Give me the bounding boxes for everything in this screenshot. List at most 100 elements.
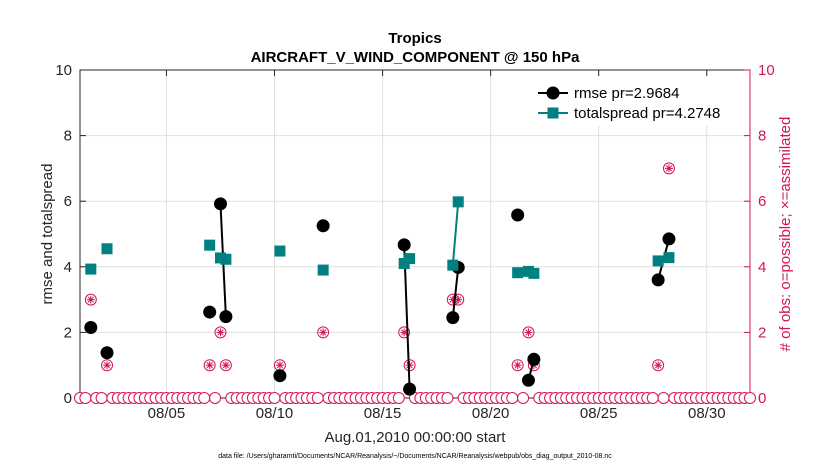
rmse-point [100,346,114,360]
y-tick-label: 2 [64,324,72,341]
obs-possible-circle [84,293,97,306]
legend-spread-label: totalspread pr=4.2748 [574,105,720,122]
obs-possible-circle [517,392,530,404]
obs-possible-circle [646,392,659,404]
obs-assimilated-cross [86,295,95,304]
rmse-point [446,311,460,325]
y-tick-label: 10 [55,62,72,79]
y2-axis-label: # of obs: o=possible; ×=assimilated [777,117,794,352]
legend-spread-marker [547,107,559,119]
obs-point [522,326,535,339]
obs-point [317,326,330,339]
y-axis-right: 0 2 4 6 8 10 [744,62,775,407]
obs-possible-circle [79,392,92,404]
totalspread-point [101,243,113,255]
totalspread-point [652,255,664,267]
obs-zero-point [268,392,281,404]
obs-point [273,359,286,372]
rmse-point [403,382,417,396]
obs-assimilated-cross [205,361,214,370]
totalspread-point [447,259,459,271]
rmse-series [84,197,676,396]
rmse-point [84,320,98,334]
legend-rmse-marker [546,86,560,100]
obs-possible-circle [219,359,232,372]
x-tick-label: 08/05 [148,405,186,422]
x-tick-label: 08/30 [688,405,726,422]
data-file-footnote: data file: /Users/gharamti/Documents/NCA… [218,453,612,460]
obs-point [398,326,411,339]
rmse-point [527,352,541,366]
y2-tick-label: 2 [758,324,766,341]
x-tick-label: 08/25 [580,405,618,422]
y2-tick-label: 10 [758,62,775,79]
obs-assimilated-cross [221,361,230,370]
obs-count-series [74,162,756,404]
totalspread-point [204,239,216,251]
obs-possible-circle [452,293,465,306]
obs-point [101,359,114,372]
obs-possible-circle [657,392,670,404]
obs-assimilated-cross [524,328,533,337]
obs-zero-point [506,392,519,404]
obs-possible-circle [662,162,675,175]
obs-zero-point [646,392,659,404]
obs-point [652,359,665,372]
obs-possible-circle [317,326,330,339]
rmse-point [397,238,411,252]
obs-assimilated-cross [513,361,522,370]
totalspread-point [512,267,524,279]
obs-possible-circle [522,326,535,339]
chart-subtitle: AIRCRAFT_V_WIND_COMPONENT @ 150 hPa [251,49,581,66]
rmse-point [213,197,227,211]
obs-zero-point [744,392,756,404]
obs-possible-circle [95,392,108,404]
obs-zero-point [95,392,108,404]
totalspread-point [528,267,540,279]
x-tick-label: 08/20 [472,405,510,422]
obs-possible-circle [198,392,211,404]
chart-title: Tropics [388,30,441,47]
obs-possible-circle [392,392,405,404]
x-axis-label: Aug.01,2010 00:00:00 start [325,429,507,446]
obs-assimilated-cross [400,328,409,337]
obs-zero-point [311,392,324,404]
y2-tick-label: 6 [758,193,766,210]
totalspread-point [317,264,329,276]
rmse-point [511,208,525,222]
legend-rmse-label: rmse pr=2.9684 [574,85,679,102]
totalspread-point [85,263,97,275]
rmse-point [219,310,233,324]
totalspread-point [220,253,232,265]
obs-zero-point [198,392,211,404]
obs-possible-circle [744,392,756,404]
y2-tick-label: 8 [758,128,766,145]
rmse-point [662,232,676,246]
obs-assimilated-cross [654,361,663,370]
x-tick-label: 08/10 [256,405,294,422]
y-tick-label: 8 [64,128,72,145]
obs-possible-circle [652,359,665,372]
y-tick-label: 6 [64,193,72,210]
totalspread-point [663,252,675,264]
obs-point [662,162,675,175]
obs-possible-circle [441,392,454,404]
obs-assimilated-cross [319,328,328,337]
obs-possible-circle [311,392,324,404]
obs-point [203,359,216,372]
y-tick-label: 4 [64,259,72,276]
obs-possible-circle [101,359,114,372]
obs-assimilated-cross [216,328,225,337]
obs-possible-circle [203,359,216,372]
obs-possible-circle [511,359,524,372]
y2-tick-label: 0 [758,390,766,407]
obs-possible-circle [398,326,411,339]
obs-possible-circle [506,392,519,404]
rmse-point [521,373,535,387]
totalspread-point [452,196,464,208]
obs-point [84,293,97,306]
y2-tick-label: 4 [758,259,766,276]
obs-zero-point [209,392,222,404]
obs-possible-circle [268,392,281,404]
